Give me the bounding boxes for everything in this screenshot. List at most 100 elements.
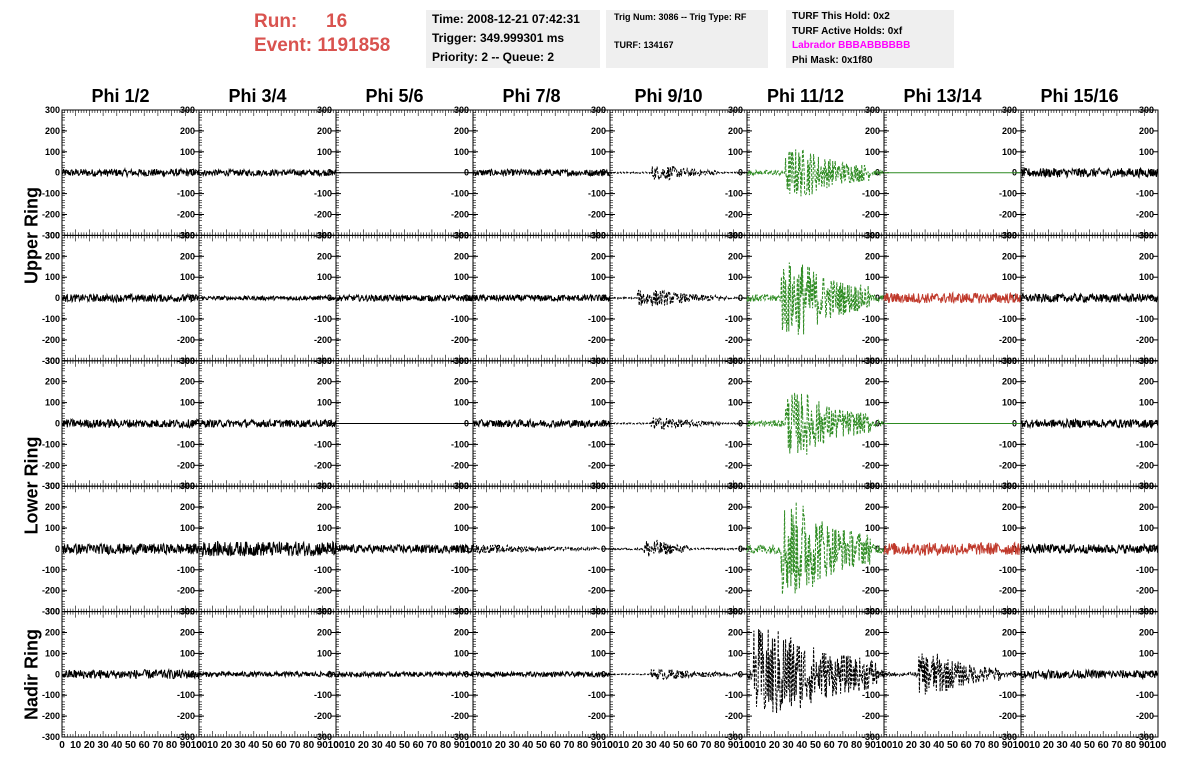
column-header: Phi 7/8 [502,86,561,106]
y-tick-label: 0 [190,168,195,178]
column-header: Phi 1/2 [91,86,150,106]
y-tick-label: 300 [1139,105,1154,115]
y-tick-label: 200 [728,251,743,261]
y-tick-label: 100 [728,398,743,408]
y-tick-label: -200 [451,460,469,470]
y-tick-label: 0 [1012,293,1017,303]
y-tick-label: -100 [588,189,606,199]
y-tick-label: -100 [314,314,332,324]
y-tick-label: 100 [45,398,60,408]
y-tick-label: -200 [177,210,195,220]
y-tick-label: -100 [451,565,469,575]
y-tick-label: 100 [317,147,332,157]
y-tick-label: -100 [1136,189,1154,199]
y-tick-label: -200 [725,210,743,220]
trig-info-box: Trig Num: 3086 -- Trig Type: RF TURF: 13… [606,10,768,68]
y-tick-label: -100 [862,189,880,199]
run-value: 16 [326,11,348,32]
y-tick-label: 200 [317,251,332,261]
y-tick-label: -300 [42,607,60,617]
y-tick-label: -100 [862,439,880,449]
y-tick-label: 100 [591,523,606,533]
y-tick-label: 300 [317,356,332,366]
y-tick-label: -100 [725,189,743,199]
y-tick-label: 0 [55,168,60,178]
y-tick-label: 200 [1139,126,1154,136]
y-tick-label: -200 [314,460,332,470]
y-tick-label: 300 [180,230,195,240]
y-tick-label: 100 [45,523,60,533]
y-tick-label: 200 [180,502,195,512]
y-tick-label: -100 [42,189,60,199]
y-tick-label: 300 [317,481,332,491]
y-tick-label: -200 [588,460,606,470]
y-tick-label: 100 [454,398,469,408]
waveform-trace [609,417,748,431]
y-tick-label: 200 [728,126,743,136]
y-tick-label: -200 [451,335,469,345]
y-tick-label: -200 [177,460,195,470]
y-tick-label: 200 [591,126,606,136]
run-event-title: Run: 16 Event: 1191858 [254,10,390,58]
y-tick-label: -200 [999,210,1017,220]
y-tick-label: 100 [1002,272,1017,282]
y-tick-label: -200 [42,586,60,596]
y-tick-label: 100 [728,272,743,282]
y-tick-label: 100 [591,398,606,408]
y-tick-label: -100 [177,439,195,449]
this-hold-text: TURF This Hold: 0x2 [792,11,890,22]
y-tick-label: 100 [728,523,743,533]
waveform-trace [335,543,474,555]
y-tick-label: 300 [591,105,606,115]
waveform-trace [1020,166,1159,179]
trigger-text: Trigger: 349.999301 ms [432,31,565,45]
y-tick-label: -100 [451,439,469,449]
y-tick-label: 300 [454,105,469,115]
y-tick-label: -200 [725,460,743,470]
y-tick-label: -200 [42,460,60,470]
phi-mask-text: Phi Mask: 0x1f80 [792,54,873,66]
y-tick-label: -100 [314,439,332,449]
y-tick-label: -200 [999,460,1017,470]
y-tick-label: 100 [45,272,60,282]
y-tick-label: 300 [865,356,880,366]
y-tick-label: -200 [177,586,195,596]
y-tick-label: -100 [314,189,332,199]
column-header: Phi 13/14 [903,86,982,106]
waveform-trace [1020,417,1159,430]
y-tick-label: -200 [42,210,60,220]
y-tick-label: -200 [862,210,880,220]
y-tick-label: -200 [314,586,332,596]
y-tick-label: -100 [177,189,195,199]
y-tick-label: -100 [999,439,1017,449]
y-tick-label: -100 [451,314,469,324]
waveform-trace [198,418,337,429]
y-tick-label: -100 [862,314,880,324]
y-tick-label: -200 [451,586,469,596]
y-tick-label: -100 [999,314,1017,324]
y-tick-label: 300 [728,105,743,115]
y-tick-label: 300 [1002,105,1017,115]
y-tick-label: -200 [1136,335,1154,345]
y-tick-label: 100 [317,523,332,533]
y-tick-label: 100 [728,147,743,157]
y-tick-label: -200 [588,210,606,220]
y-tick-label: -200 [1136,210,1154,220]
y-tick-label: -200 [588,335,606,345]
waveform-trace [472,543,611,555]
y-tick-label: 0 [738,544,743,554]
y-tick-label: 100 [1002,147,1017,157]
y-tick-label: 200 [728,502,743,512]
y-tick-label: 100 [180,272,195,282]
y-tick-label: 200 [45,377,60,387]
column-header: Phi 11/12 [766,86,845,106]
y-tick-label: 200 [454,126,469,136]
y-tick-label: -200 [862,335,880,345]
y-tick-label: 0 [55,293,60,303]
run-label: Run: [254,11,298,32]
y-tick-label: 200 [454,502,469,512]
waveform-trace [472,417,611,429]
turf-text: TURF: 134167 [614,40,674,50]
column-header: Phi 15/16 [1040,86,1119,106]
y-tick-label: 200 [317,126,332,136]
